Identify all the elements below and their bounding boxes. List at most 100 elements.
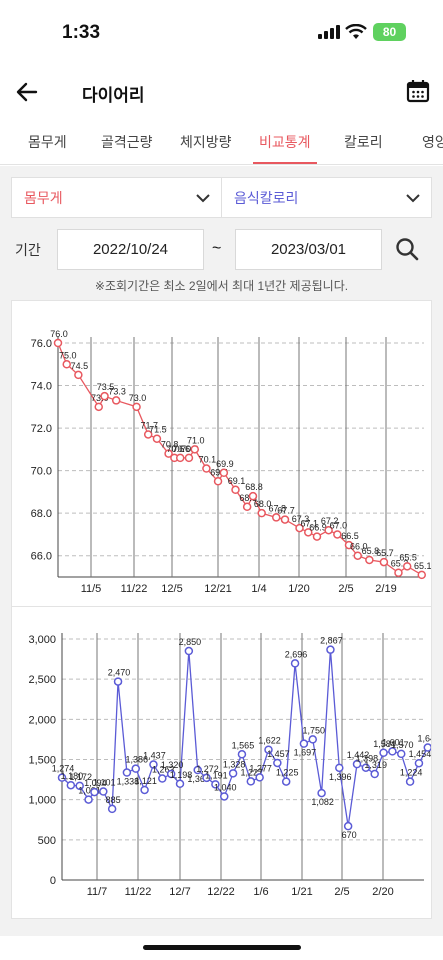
data-label: 1,622 xyxy=(258,736,281,746)
data-point xyxy=(335,763,344,773)
battery-indicator: 80 xyxy=(373,23,406,41)
data-point xyxy=(219,468,229,478)
data-label: 68.3 xyxy=(239,493,257,503)
data-point xyxy=(308,735,317,744)
status-time: 1:33 xyxy=(62,22,101,43)
data-point xyxy=(242,502,252,512)
tab-weight[interactable]: 몸무게 xyxy=(28,134,67,150)
data-point xyxy=(190,445,200,454)
wifi-icon xyxy=(345,24,367,39)
status-bar: 1:33 80 xyxy=(0,0,443,66)
app-header: 다이어리 xyxy=(0,70,443,114)
data-point xyxy=(290,659,300,668)
tab-calorie[interactable]: 칼로리 xyxy=(344,134,383,150)
data-label: 67.0 xyxy=(330,520,348,530)
right-metric-select[interactable]: 음식칼로리 xyxy=(221,178,431,217)
tab-nutrition[interactable]: 영양 xyxy=(422,134,443,150)
data-label: 67.1 xyxy=(300,518,318,528)
data-label: 1,180 xyxy=(61,771,84,781)
data-point xyxy=(202,464,211,473)
data-label: 74.5 xyxy=(71,361,89,371)
data-point xyxy=(213,477,223,486)
data-label: 65.5 xyxy=(399,552,417,562)
tab-compare[interactable]: 비교통계 xyxy=(259,134,311,150)
tab-bar: 몸무게 골격근량 체지방량 비교통계 칼로리 영양 xyxy=(0,124,443,165)
data-label: 1,001 xyxy=(78,786,101,796)
arrow-left-icon[interactable] xyxy=(14,80,40,104)
data-point xyxy=(166,769,176,779)
data-point xyxy=(324,525,333,535)
left-metric-select[interactable]: 몸무게 xyxy=(12,178,221,217)
data-point xyxy=(143,430,153,439)
data-point xyxy=(370,769,379,779)
data-point xyxy=(184,453,194,463)
x-tick-label: 1/4 xyxy=(251,583,266,595)
calorie-chart: 3,000 2,500 2,000 1,500 1,000 500 0 11/7 11/22 12… xyxy=(28,633,440,898)
data-point xyxy=(132,402,141,412)
data-point xyxy=(175,779,185,789)
data-point xyxy=(272,513,281,522)
data-label: 2,850 xyxy=(179,637,202,647)
y-tick-label: 68.0 xyxy=(31,508,52,520)
data-point xyxy=(100,391,109,401)
x-tick-label: 2/5 xyxy=(338,583,353,595)
data-label: 1,263 xyxy=(152,765,175,775)
data-label: 71.5 xyxy=(149,425,167,435)
data-label: 73.3 xyxy=(108,386,126,396)
data-point xyxy=(394,568,403,577)
data-label: 1,454 xyxy=(409,749,431,759)
data-label: 1,328 xyxy=(223,759,246,769)
data-point xyxy=(158,774,167,783)
calendar-icon[interactable] xyxy=(405,78,431,104)
data-label: 73.5 xyxy=(97,382,115,392)
data-point xyxy=(164,449,173,458)
data-point xyxy=(402,562,412,571)
data-point xyxy=(220,792,229,801)
compare-selects: 몸무게 음식칼로리 xyxy=(11,177,432,218)
data-label: 2,470 xyxy=(108,668,131,678)
data-point xyxy=(379,748,388,758)
data-label: 1,319 xyxy=(364,760,387,770)
data-point xyxy=(304,528,313,537)
data-label: 68.0 xyxy=(254,499,272,509)
x-tick-label: 2/19 xyxy=(375,583,396,595)
tab-bodyfat[interactable]: 체지방량 xyxy=(180,134,232,150)
left-metric-value: 몸무게 xyxy=(24,189,63,206)
data-point xyxy=(344,540,354,550)
data-point xyxy=(99,787,108,796)
data-label: 65.1 xyxy=(414,561,431,571)
data-point xyxy=(107,804,117,814)
data-label: 66.5 xyxy=(341,531,359,541)
data-point xyxy=(228,769,238,778)
data-label: 65.2 xyxy=(391,559,409,569)
data-label: 67.3 xyxy=(292,514,310,524)
data-point xyxy=(343,821,353,831)
y-tick-label: 1,500 xyxy=(28,755,56,767)
end-date-field[interactable]: 2023/03/01 xyxy=(235,229,382,270)
weight-chart-card: 76.0 74.0 72.0 70.0 68.0 66.0 11/5 11/22 12/5 12/… xyxy=(11,300,432,607)
x-tick-label: 2/20 xyxy=(372,886,393,898)
data-label: 1,274 xyxy=(52,764,75,774)
data-point xyxy=(397,749,406,759)
data-point xyxy=(62,360,71,369)
data-label: 1,697 xyxy=(294,748,317,758)
y-tick-label: 2,500 xyxy=(28,674,56,686)
data-label: 70.8 xyxy=(161,440,179,450)
data-point xyxy=(317,788,326,798)
search-icon[interactable] xyxy=(394,236,420,262)
x-tick-label: 1/20 xyxy=(288,583,309,595)
start-date-field[interactable]: 2022/10/24 xyxy=(57,229,204,270)
data-label: 2,867 xyxy=(320,636,343,646)
x-tick-label: 1/6 xyxy=(253,886,268,898)
x-tick-label: 11/22 xyxy=(121,583,148,595)
data-label: 70.6 xyxy=(181,444,199,454)
data-label: 1,191 xyxy=(205,770,228,780)
y-tick-label: 0 xyxy=(50,875,56,887)
data-point xyxy=(94,402,103,412)
data-point xyxy=(365,555,374,565)
data-label: 70.1 xyxy=(199,455,217,465)
tab-muscle[interactable]: 골격근량 xyxy=(101,134,153,150)
y-tick-label: 1,000 xyxy=(28,795,56,807)
active-tab-indicator xyxy=(253,162,317,164)
data-point xyxy=(122,768,132,777)
